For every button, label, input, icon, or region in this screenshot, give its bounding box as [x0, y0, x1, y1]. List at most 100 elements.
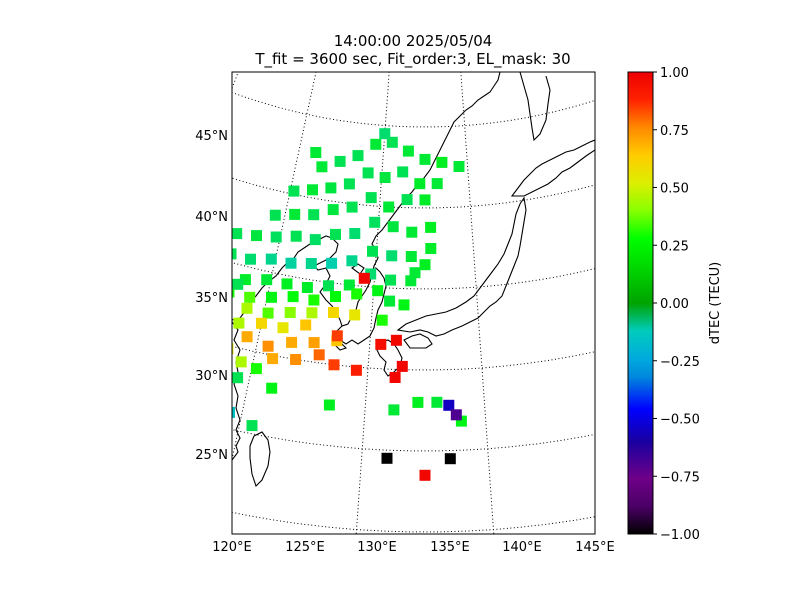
colorbar-label: dTEC (TECU) — [708, 262, 723, 345]
dtec-cell — [405, 251, 417, 262]
dtec-cell — [331, 330, 343, 342]
map-frame — [231, 71, 596, 535]
dtec-cell — [365, 268, 377, 280]
dtec-cell — [137, 437, 148, 448]
dtec-cell — [346, 201, 358, 213]
dtec-cell — [233, 317, 245, 329]
dtec-cell — [330, 291, 341, 302]
dtec-cell — [412, 396, 424, 408]
dtec-cell — [189, 310, 200, 321]
dtec-cell — [346, 255, 358, 267]
dtec-cell — [51, 343, 62, 354]
dtec-cell — [44, 370, 55, 381]
x-tick-label: 120°E — [212, 540, 252, 555]
dtec-cell — [244, 291, 256, 303]
dtec-cell — [47, 309, 58, 320]
colorbar-tick-label: 0.25 — [660, 239, 689, 254]
dtec-cell — [325, 182, 337, 194]
dtec-cell — [168, 212, 179, 223]
colorbar-tick-label: 0.00 — [660, 297, 689, 312]
dtec-cell — [129, 331, 140, 342]
dtec-cell — [143, 260, 154, 271]
dtec-cell — [163, 356, 174, 367]
dtec-cell — [132, 210, 143, 221]
dtec-cell — [232, 248, 237, 260]
dtec-cell — [419, 469, 431, 481]
dtec-cell — [109, 231, 120, 242]
colorbar-tick-label: −1.00 — [660, 528, 700, 543]
dtec-cell — [139, 230, 150, 241]
dtec-cell — [92, 374, 103, 385]
dtec-cell — [146, 433, 157, 444]
dtec-cell — [199, 266, 210, 277]
dtec-cell — [171, 460, 182, 471]
dtec-cell — [206, 243, 217, 254]
x-tick-label: 135°E — [430, 540, 470, 555]
dtec-cell — [0, 271, 6, 282]
dtec-cell — [384, 295, 396, 307]
dtec-cell — [367, 245, 378, 257]
colorbar-tick-label: −0.50 — [660, 413, 700, 428]
dtec-cell — [326, 257, 338, 269]
dtec-cell — [405, 275, 417, 287]
dtec-cell — [362, 167, 374, 179]
dtec-cell — [379, 172, 391, 183]
dtec-cell — [150, 343, 161, 354]
dtec-cell — [190, 390, 201, 401]
y-tick-label: 30°N — [195, 369, 228, 384]
dtec-cell — [308, 337, 320, 349]
dtec-cell — [180, 256, 191, 267]
dtec-cell — [414, 178, 426, 190]
dtec-cell — [83, 236, 94, 247]
dtec-cell — [15, 283, 26, 294]
coastline-china-south — [232, 321, 241, 461]
dtec-cell — [381, 452, 393, 464]
dtec-cell — [436, 156, 448, 168]
dtec-cell — [425, 243, 437, 254]
dtec-cell — [133, 303, 144, 314]
dtec-cell — [100, 354, 111, 365]
dtec-cell — [307, 184, 318, 196]
dtec-cell — [375, 338, 387, 350]
dtec-cell — [159, 369, 170, 380]
colorbar — [627, 71, 654, 535]
dtec-cell — [112, 205, 123, 216]
dtec-cell — [246, 420, 258, 432]
dtec-cell — [6, 324, 17, 335]
dtec-cell — [266, 291, 277, 303]
colorbar-ticks: 1.00 0.75 0.50 0.25 0.00 −0.25 −0.50 −0.75 −1.00 — [653, 66, 700, 543]
dtec-cell — [372, 285, 384, 297]
x-tick-label: 145°E — [575, 540, 615, 555]
dtec-cell — [124, 229, 135, 240]
dtec-cell — [174, 275, 185, 286]
parallel-line — [45, 0, 592, 46]
dtec-cell — [219, 331, 230, 342]
dtec-cell — [69, 376, 80, 387]
dtec-cell — [232, 406, 235, 418]
dtec-cell — [71, 329, 82, 340]
dtec-cell — [352, 150, 364, 162]
dtec-cell — [270, 231, 282, 243]
y-tick-label: 35°N — [195, 291, 228, 306]
dtec-cell — [285, 257, 297, 269]
dtec-cell — [232, 343, 234, 355]
dtec-cell — [284, 307, 296, 318]
dtec-cell — [269, 209, 281, 221]
dtec-cell — [351, 288, 363, 300]
dtec-cell — [139, 317, 150, 328]
dtec-cell — [97, 329, 108, 340]
map-area — [0, 0, 595, 534]
dtec-cell — [419, 194, 431, 206]
dtec-cell — [71, 426, 82, 437]
dtec-cell — [308, 294, 320, 306]
dtec-cell — [77, 345, 88, 356]
dtec-cell — [122, 254, 133, 265]
dtec-cell — [444, 453, 456, 465]
dtec-cell — [383, 201, 395, 213]
dtec-cell — [310, 147, 322, 158]
dtec-cell — [334, 155, 346, 167]
dtec-cell — [251, 230, 262, 242]
colorbar-tick-label: 0.75 — [660, 124, 689, 139]
meridian-line — [0, 0, 236, 486]
